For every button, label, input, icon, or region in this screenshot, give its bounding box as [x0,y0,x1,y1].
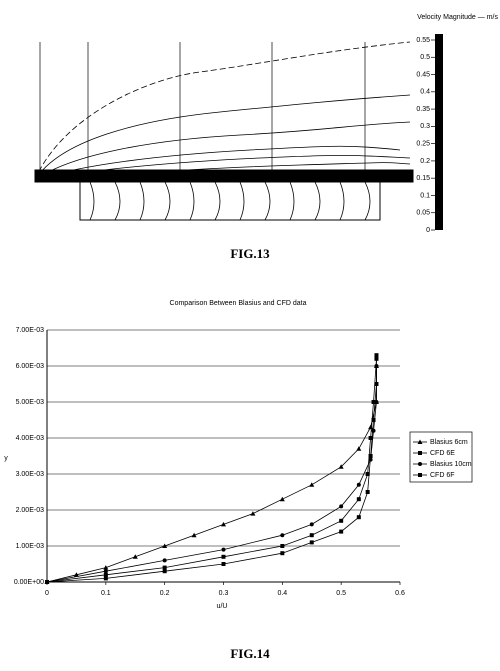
legend-label: Blasius 6cm [430,439,468,446]
marker [368,436,373,440]
marker [103,569,108,574]
colorbar-tick-label: 0.2 [420,158,430,165]
x-tick-label: 0.1 [101,590,111,597]
colorbar-tick-label: 0.55 [416,37,430,44]
marker [103,565,109,570]
marker [368,424,374,430]
marker [280,551,285,556]
y-tick-label: 7.00E-03 [16,327,45,334]
marker [250,511,256,516]
marker [374,356,379,361]
y-tick-label: 4.00E-03 [16,435,45,442]
marker [45,580,49,584]
colorbar-tick-label: 0 [426,227,430,234]
marker [280,533,285,538]
legend-marker [417,439,423,444]
marker [221,554,226,559]
legend-marker [418,473,422,477]
marker [338,464,344,469]
colorbar-tick-label: 0.25 [416,140,430,147]
marker [374,364,379,368]
colorbar-tick-label: 0.35 [416,106,430,113]
series-line [46,358,377,583]
colorbar-tick-label: 0.4 [420,89,430,96]
marker [371,418,376,422]
y-tick-label: 3.00E-03 [16,471,45,478]
legend-marker [418,451,422,455]
marker [365,472,370,476]
colorbar-tick-label: 0.3 [420,123,430,130]
y-tick-label: 1.00E-03 [16,543,45,550]
marker [221,521,226,527]
legend-label: Blasius 10cm [430,461,472,468]
marker [356,515,361,520]
marker [162,558,167,563]
marker [371,428,376,433]
colorbar-tick-label: 0.05 [416,210,430,217]
marker [365,490,370,494]
marker [279,496,285,502]
marker [103,576,108,581]
colorbar-tick-label: 0.5 [420,54,430,61]
series-line [46,366,377,583]
colorbar-ticks: 0.55 0.5 0.45 0.4 0.35 0.3 0.25 0.2 0.15 0.1 0.05 0 [416,37,435,234]
marker [162,565,167,570]
figure-caption: FIG.13 [230,246,270,261]
y-tick-label: 2.00E-03 [16,507,45,514]
marker [356,497,361,502]
chart-title: Comparison Between Blasius and CFD data [170,300,307,307]
y-tick-label: 0.00E+00 [14,579,44,586]
marker [221,547,226,552]
marker [339,529,344,534]
marker [191,532,197,538]
legend-marker [418,462,422,466]
marker [368,457,373,462]
contour-plot [34,41,414,221]
marker [309,533,314,538]
marker [132,554,138,559]
x-tick-label: 0.2 [160,590,170,597]
series-line [46,355,377,583]
legend-label: CFD 6E [430,450,455,457]
marker [339,504,344,509]
marker [73,572,79,577]
x-tick-label: 0.3 [219,590,229,597]
x-tick-label: 0.5 [336,590,346,597]
x-tick-label: 0.4 [277,590,287,597]
marker [371,400,376,404]
legend-label: CFD 6F [430,472,455,479]
marker [356,446,362,451]
marker [356,482,361,487]
marker [374,353,379,358]
x-axis-label: u/U [217,603,228,610]
colorbar-tick-label: 0.45 [416,71,430,78]
y-tick-label: 6.00E-03 [16,363,45,370]
y-tick-label: 5.00E-03 [16,399,45,406]
marker [162,543,168,548]
marker [162,569,167,574]
marker [309,540,314,545]
x-tick-label: 0 [45,590,49,597]
marker [309,522,314,527]
figure-caption: FIG.14 [230,646,270,661]
marker [339,518,344,523]
marker [280,544,285,548]
marker [103,572,108,577]
colorbar-tick-label: 0.15 [416,175,430,182]
y-axis-label: y [4,455,8,462]
colorbar-title: Velocity Magnitude — m/s [417,14,498,21]
chart: 0.00E+00 1.00E-03 2.00E-03 3.00E-03 4.00E-03… [14,327,472,597]
colorbar [435,34,443,230]
colorbar-tick-label: 0.1 [420,192,430,199]
marker [309,482,315,487]
marker [221,562,226,566]
x-tick-label: 0.6 [395,590,405,597]
